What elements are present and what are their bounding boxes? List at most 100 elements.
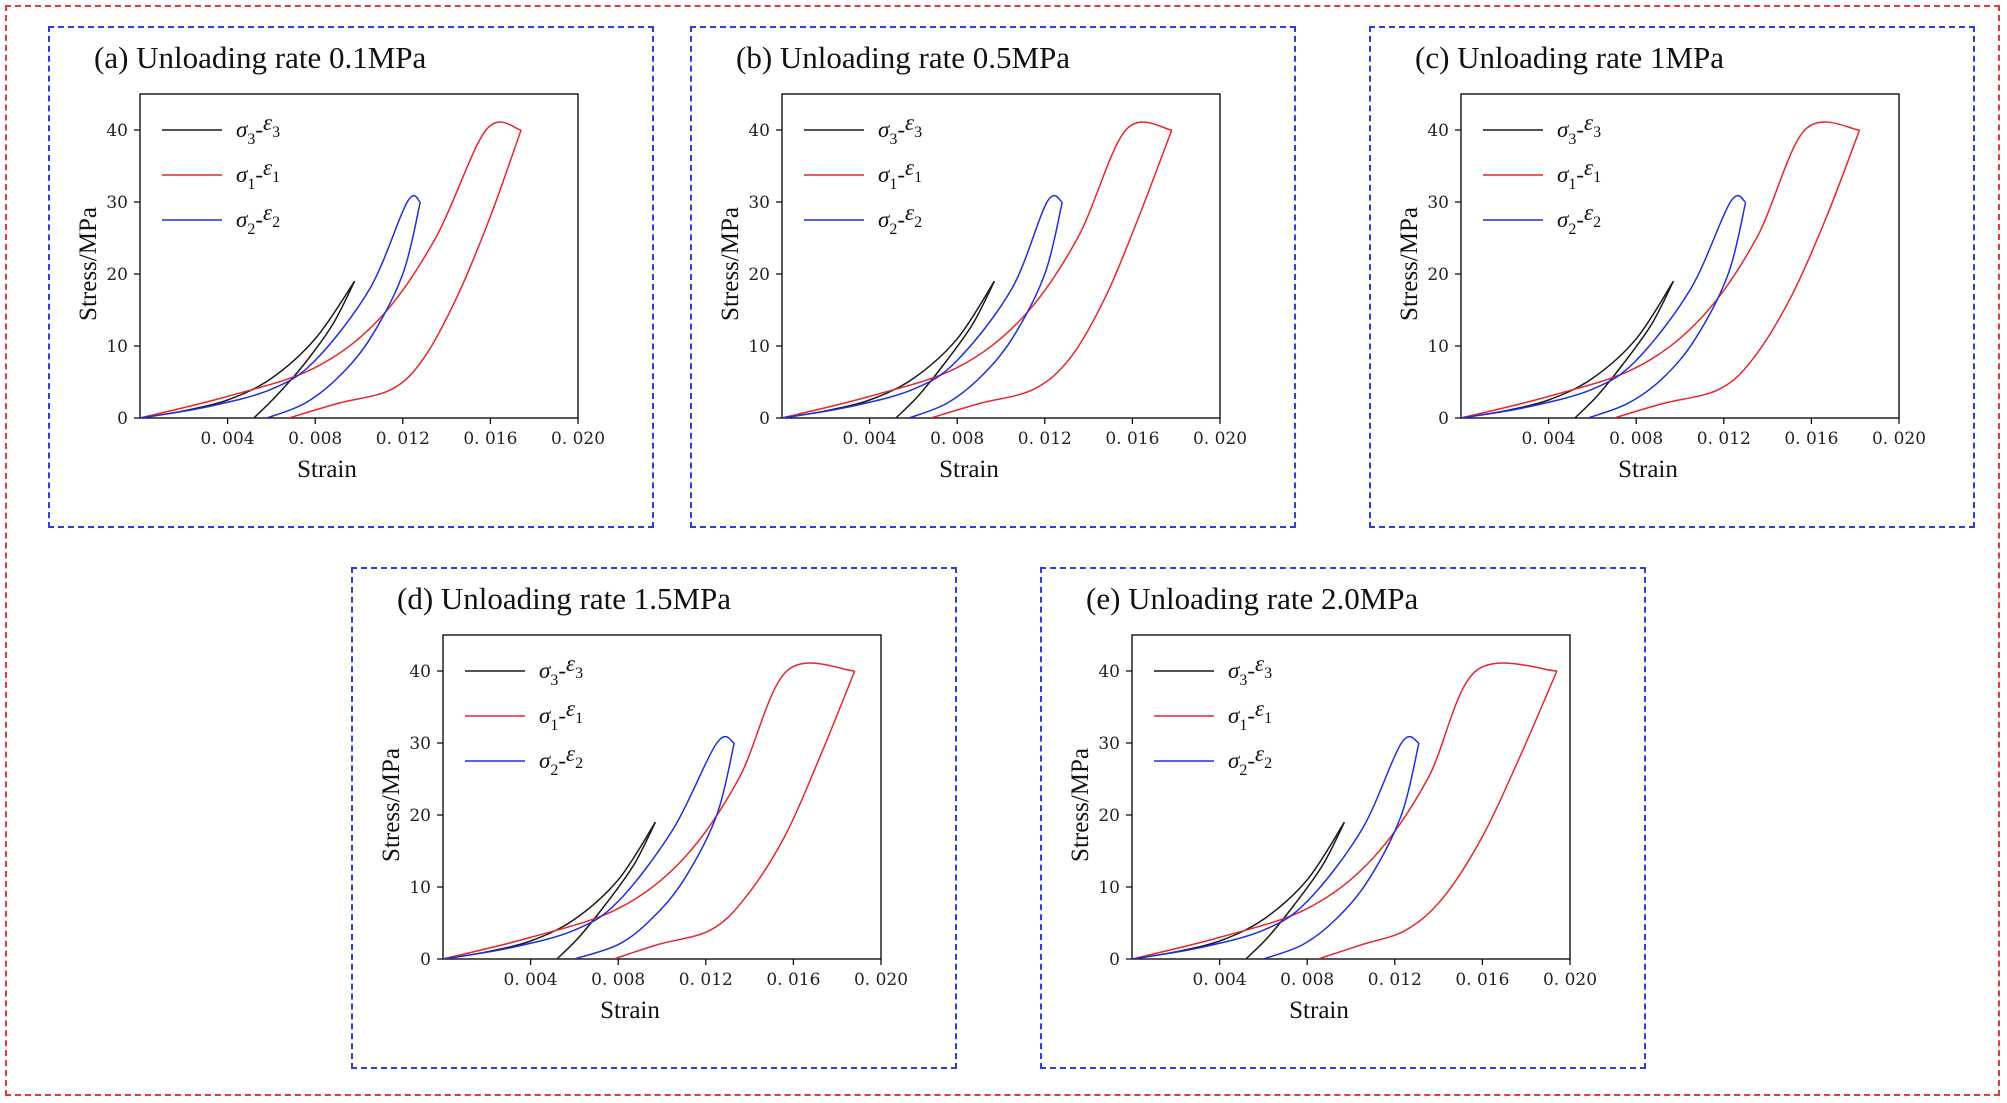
chart-a-series-group (140, 121, 522, 418)
chart-b-series-sigma1-loading (782, 121, 1172, 418)
chart-a-ytick-label: 40 (106, 121, 128, 141)
chart-e-ytick-label: 10 (1098, 878, 1120, 898)
chart-d-xlabel: Strain (600, 997, 660, 1024)
chart-c-plot-frame (1460, 93, 1900, 419)
figure-outer-frame (5, 5, 2000, 1096)
chart-c-svg: (c) Unloading rate 1MPa 0 10 20 30 40 0. 004 0.… (1396, 40, 1926, 483)
chart-e-series-group (1132, 662, 1558, 959)
chart-b-plot-frame (781, 93, 1221, 419)
chart-d-ytick-label: 0 (420, 950, 431, 970)
chart-a-ytick-label: 30 (106, 193, 128, 213)
chart-c-series-sigma2-loading (1461, 194, 1747, 418)
chart-e-xlabel: Strain (1289, 997, 1349, 1024)
chart-a-ylabel: Stress/MPa (75, 207, 102, 321)
chart-e-series-sigma2-unloading (1263, 742, 1420, 959)
chart-e-xtick-label: 0. 012 (1368, 970, 1422, 990)
chart-a-xtick-label: 0. 016 (463, 429, 517, 449)
chart-b-xtick-label: 0. 016 (1105, 429, 1159, 449)
chart-e-series-sigma1-loading (1132, 662, 1557, 959)
chart-a-series-sigma3-unloading (253, 280, 356, 418)
chart-d-ytick-label: 30 (409, 734, 431, 754)
chart-c-ytick-label: 20 (1427, 265, 1449, 285)
chart-a-series-sigma1-unloading (288, 129, 522, 418)
chart-b-xtick-label: 0. 012 (1018, 429, 1072, 449)
chart-e-series-sigma3-unloading (1245, 821, 1346, 959)
panel-e: (e) Unloading rate 2.0MPa 0 10 20 30 40 0. 004… (1040, 567, 1646, 1069)
legend-label-sigma3: σ3-ε3 (1228, 651, 1272, 689)
chart-b-ytick-label: 40 (748, 121, 770, 141)
chart-d-series-sigma3-unloading (556, 821, 657, 959)
chart-b-ytick-label: 0 (759, 409, 770, 429)
chart-e-series-sigma2-loading (1132, 735, 1420, 959)
chart-b-svg: (b) Unloading rate 0.5MPa 0 10 20 30 40 0. 004… (717, 40, 1247, 483)
chart-b-xtick-label: 0. 008 (930, 429, 984, 449)
chart-a-plot-frame (139, 93, 579, 419)
chart-a-ytick-label: 10 (106, 337, 128, 357)
chart-c-series-sigma1-unloading (1614, 129, 1861, 418)
chart-c-ytick-label: 0 (1438, 409, 1449, 429)
legend-label-sigma1: σ1-ε1 (1228, 696, 1272, 734)
legend-label-sigma1: σ1-ε1 (539, 696, 583, 734)
panel-d: (d) Unloading rate 1.5MPa 0 10 20 30 40 0. 004… (351, 567, 957, 1069)
chart-a-series-sigma2-loading (140, 194, 421, 418)
chart-a-ytick-label: 0 (117, 409, 128, 429)
chart-c-ytick-label: 10 (1427, 337, 1449, 357)
chart-b-xtick-label: 0. 020 (1193, 429, 1247, 449)
chart-c-ylabel: Stress/MPa (1396, 207, 1423, 321)
chart-e-xtick-label: 0. 008 (1280, 970, 1334, 990)
chart-c-ytick-label: 40 (1427, 121, 1449, 141)
chart-b-ytick-label: 30 (748, 193, 770, 213)
chart-d-plot-frame (442, 634, 882, 960)
chart-c-xtick-label: 0. 020 (1872, 429, 1926, 449)
chart-e-ytick-label: 30 (1098, 734, 1120, 754)
chart-d-xtick-label: 0. 020 (854, 970, 908, 990)
chart-b-series-sigma1-unloading (930, 129, 1173, 418)
chart-a-title: (a) Unloading rate 0.1MPa (94, 40, 427, 75)
chart-c-xtick-label: 0. 004 (1522, 429, 1576, 449)
chart-c-series-sigma3-unloading (1574, 280, 1675, 418)
chart-d-ytick-label: 20 (409, 806, 431, 826)
chart-c-series-sigma2-unloading (1587, 201, 1747, 418)
chart-b-title: (b) Unloading rate 0.5MPa (736, 40, 1070, 75)
legend-label-sigma1: σ1-ε1 (1557, 155, 1601, 193)
chart-e-svg: (e) Unloading rate 2.0MPa 0 10 20 30 40 0. 004… (1067, 581, 1597, 1024)
chart-e-series-sigma1-unloading (1317, 670, 1558, 959)
legend-label-sigma2: σ2-ε2 (878, 200, 922, 238)
chart-a-series-sigma2-unloading (266, 201, 422, 418)
chart-d-ytick-label: 40 (409, 662, 431, 682)
legend-label-sigma2: σ2-ε2 (1557, 200, 1601, 238)
chart-d-svg: (d) Unloading rate 1.5MPa 0 10 20 30 40 0. 004… (378, 581, 908, 1024)
chart-a-xtick-label: 0. 008 (288, 429, 342, 449)
chart-e-ytick-label: 0 (1109, 950, 1120, 970)
chart-e-ytick-label: 20 (1098, 806, 1120, 826)
chart-d-title: (d) Unloading rate 1.5MPa (397, 581, 731, 616)
chart-b-series-sigma3-unloading (895, 280, 996, 418)
chart-c-ytick-label: 30 (1427, 193, 1449, 213)
chart-d-xtick-label: 0. 016 (766, 970, 820, 990)
legend-label-sigma1: σ1-ε1 (236, 155, 280, 193)
legend-label-sigma2: σ2-ε2 (1228, 741, 1272, 779)
chart-c-title: (c) Unloading rate 1MPa (1415, 40, 1724, 75)
chart-b-ytick-label: 20 (748, 265, 770, 285)
chart-b-ytick-label: 10 (748, 337, 770, 357)
chart-e-ylabel: Stress/MPa (1067, 748, 1094, 862)
chart-d-ytick-label: 10 (409, 878, 431, 898)
chart-e-xtick-label: 0. 016 (1455, 970, 1509, 990)
chart-c-xtick-label: 0. 008 (1609, 429, 1663, 449)
chart-d-xtick-label: 0. 008 (591, 970, 645, 990)
chart-e-xtick-label: 0. 020 (1543, 970, 1597, 990)
chart-d-series-sigma2-loading (443, 735, 735, 959)
chart-a-ytick-label: 20 (106, 265, 128, 285)
chart-c-xlabel: Strain (1618, 456, 1678, 483)
chart-a-xtick-label: 0. 012 (376, 429, 430, 449)
chart-b-ylabel: Stress/MPa (717, 207, 744, 321)
chart-b-series-group (782, 121, 1173, 418)
chart-d-xtick-label: 0. 012 (679, 970, 733, 990)
chart-c-series-group (1461, 121, 1861, 418)
chart-e-title: (e) Unloading rate 2.0MPa (1086, 581, 1419, 616)
chart-d-ylabel: Stress/MPa (378, 748, 405, 862)
chart-a-xtick-label: 0. 020 (551, 429, 605, 449)
chart-b-series-sigma2-loading (782, 194, 1063, 418)
legend-label-sigma2: σ2-ε2 (539, 741, 583, 779)
legend-label-sigma2: σ2-ε2 (236, 200, 280, 238)
